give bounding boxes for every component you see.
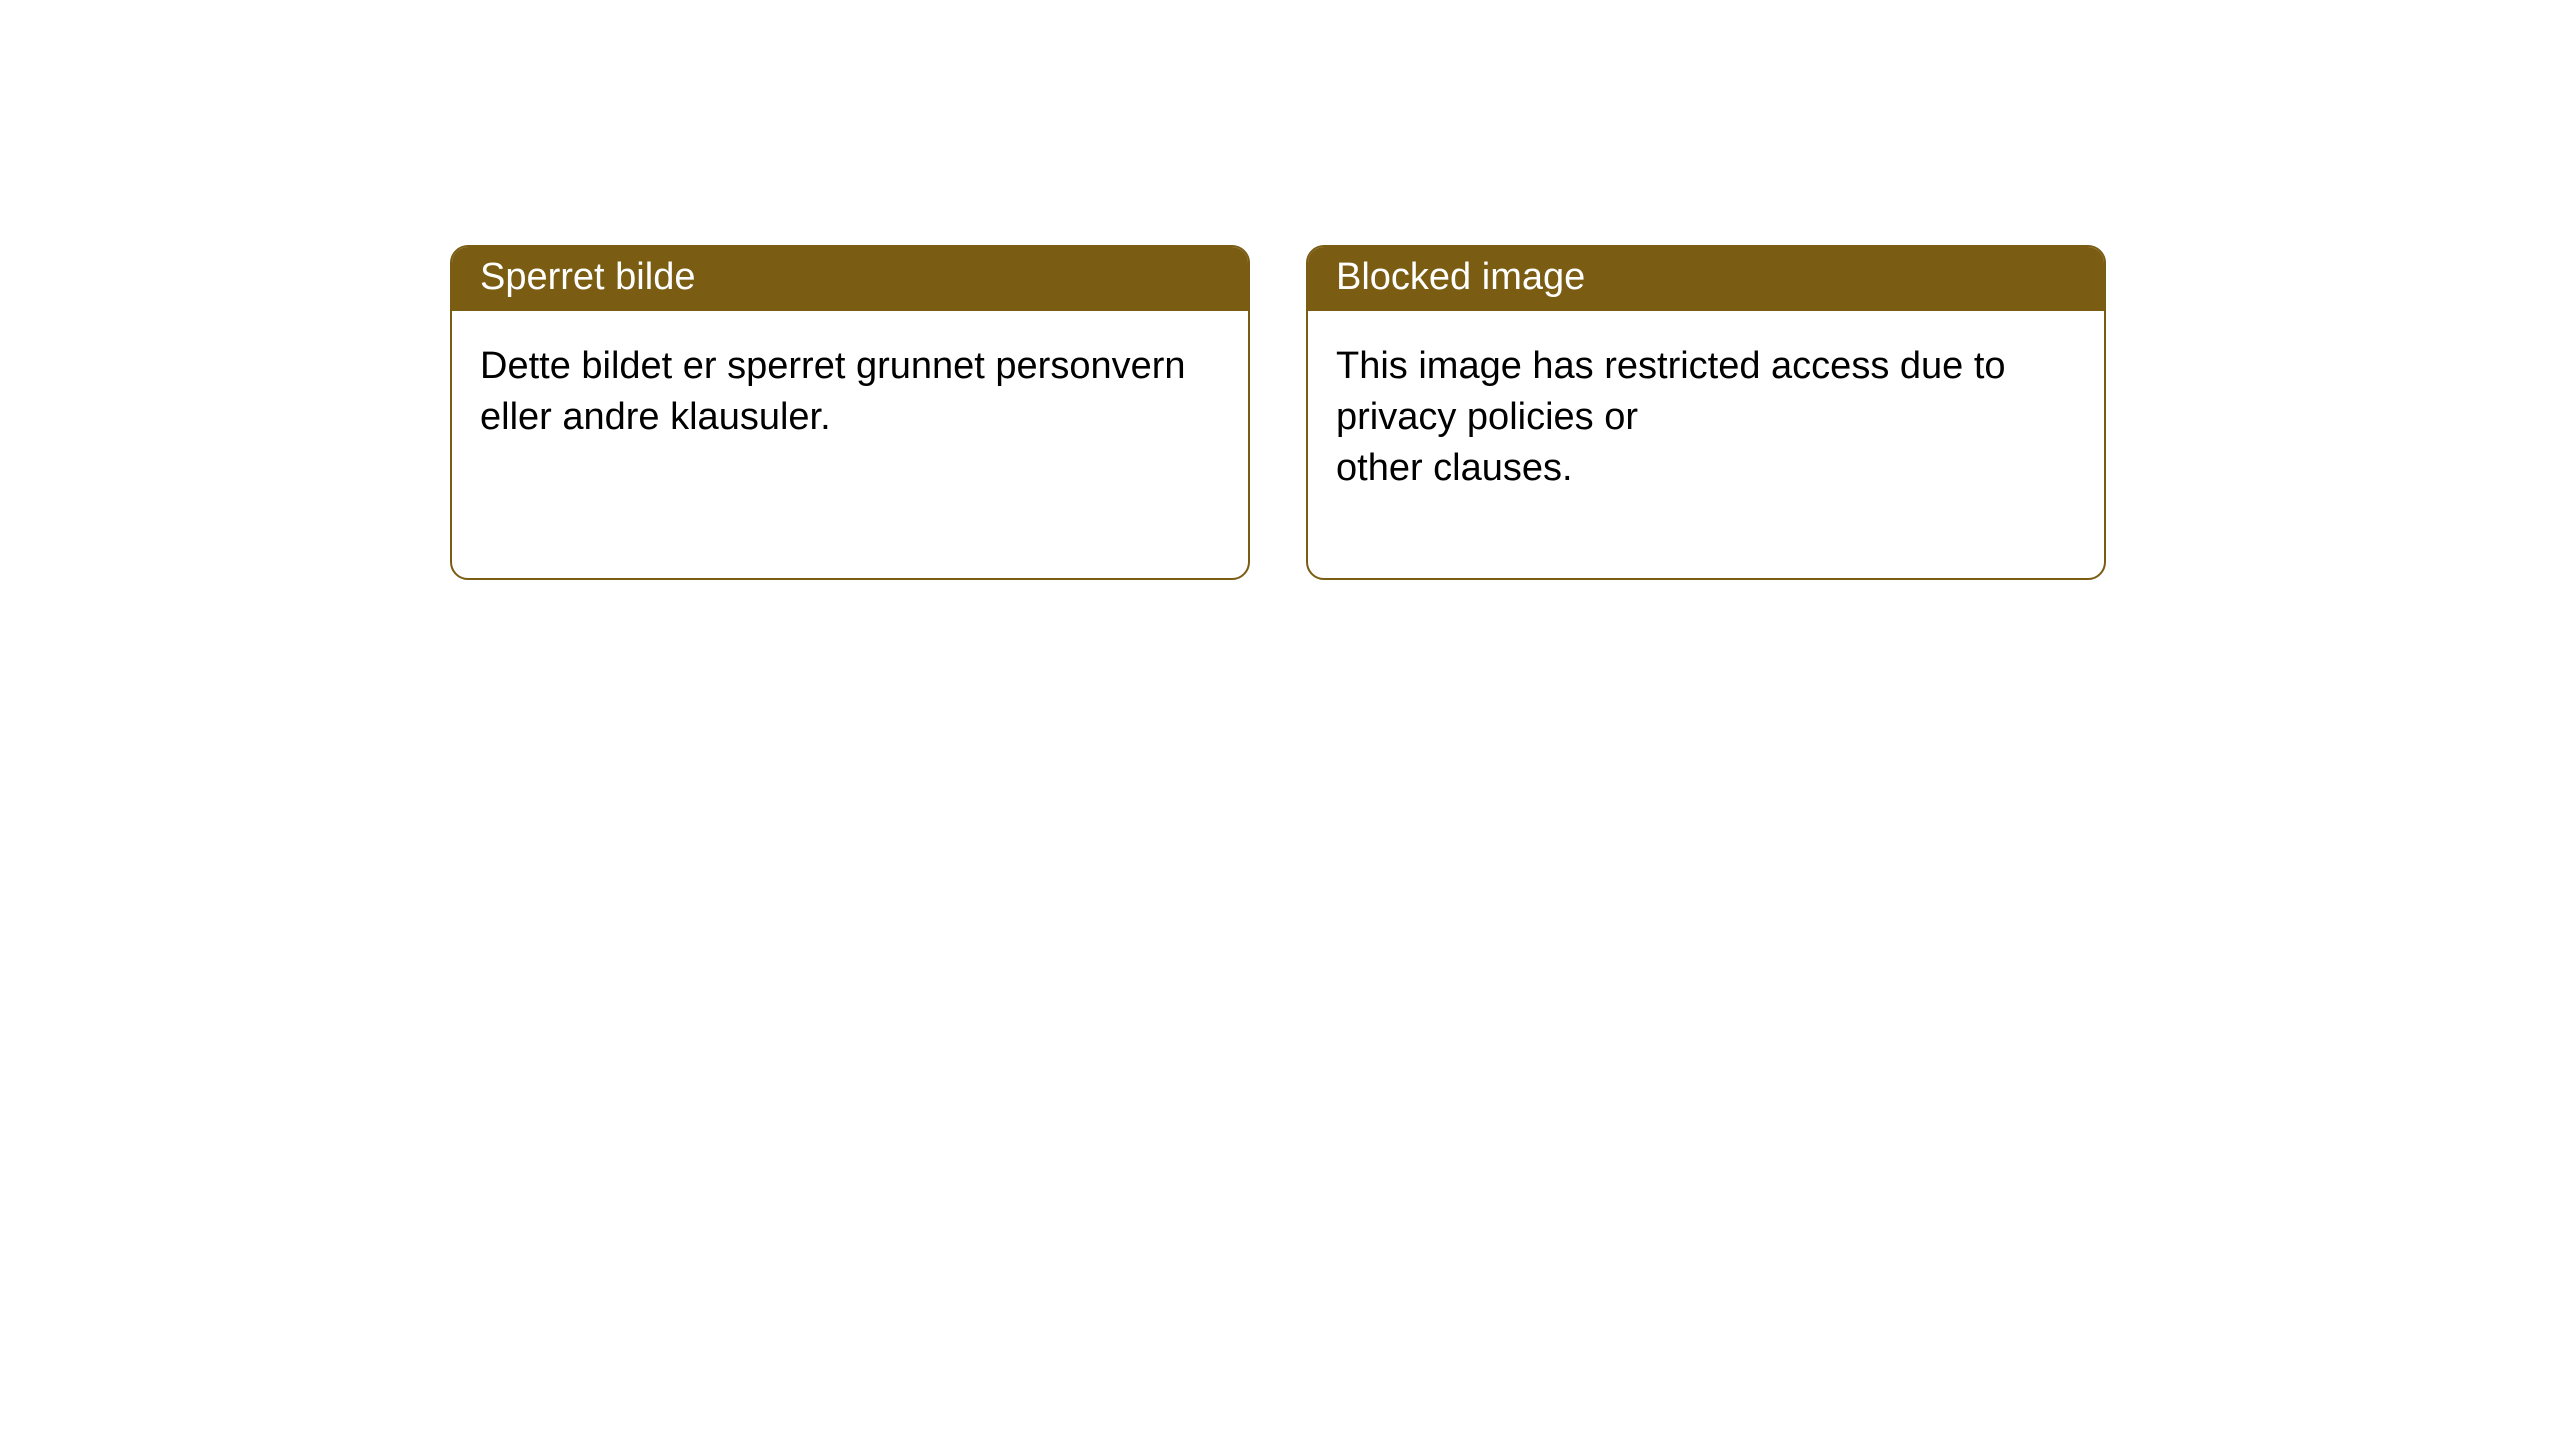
notice-body: This image has restricted access due to … (1308, 311, 2104, 525)
notice-header: Sperret bilde (452, 247, 1248, 311)
notice-body: Dette bildet er sperret grunnet personve… (452, 311, 1248, 474)
notice-header: Blocked image (1308, 247, 2104, 311)
notice-card-norwegian: Sperret bilde Dette bildet er sperret gr… (450, 245, 1250, 580)
notice-container: Sperret bilde Dette bildet er sperret gr… (450, 245, 2106, 580)
notice-card-english: Blocked image This image has restricted … (1306, 245, 2106, 580)
